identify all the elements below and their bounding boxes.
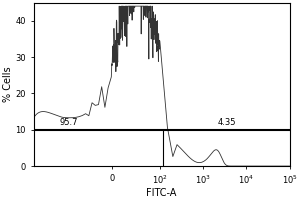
X-axis label: FITC-A: FITC-A [146,188,177,198]
Y-axis label: % Cells: % Cells [2,66,13,102]
Text: 95.7: 95.7 [59,118,78,127]
Text: 4.35: 4.35 [218,118,236,127]
